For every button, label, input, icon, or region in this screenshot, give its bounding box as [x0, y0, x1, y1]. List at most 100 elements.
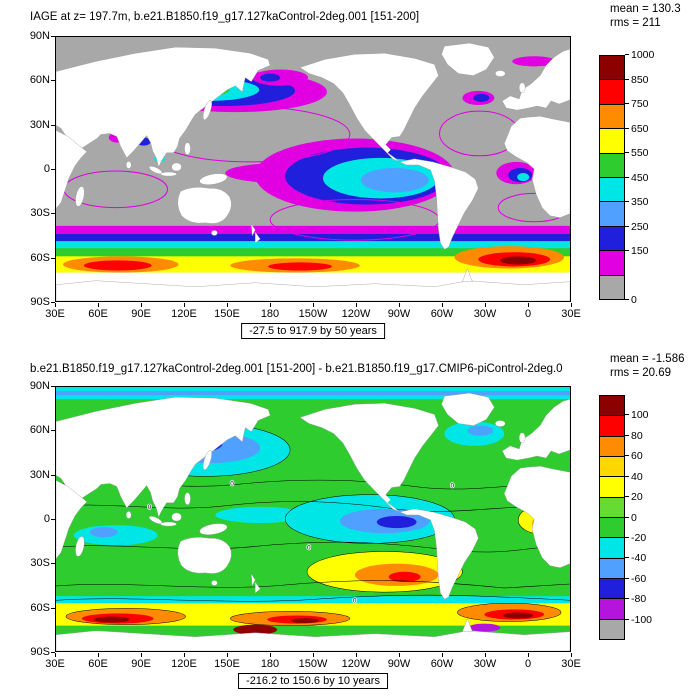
x-tick-label: 60W: [422, 303, 462, 320]
x-tick-label: 180: [250, 653, 290, 670]
colorbar-segment: [600, 396, 624, 417]
contour-range-label: -27.5 to 917.9 by 50 years: [241, 323, 385, 339]
x-tick-label: 150W: [293, 653, 333, 670]
y-tick-label: 60S: [14, 601, 55, 615]
y-tick-label: 60N: [14, 423, 55, 437]
colorbar-segment: [600, 275, 624, 300]
colorbar-segment: [600, 538, 624, 559]
colorbar-segment: [600, 153, 624, 179]
colorbar-segment: [600, 558, 624, 579]
colorbar-segment: [600, 129, 624, 154]
colorbar-tick-label: -80: [624, 593, 647, 606]
map-plot-area: 0 0 0 0 0: [55, 386, 571, 652]
x-tick-label: 60E: [78, 653, 118, 670]
colorbar-segment: [600, 599, 624, 620]
iage-ocean-fill: [56, 37, 570, 301]
y-tick-label: 30N: [14, 118, 55, 132]
svg-text:0: 0: [353, 597, 357, 604]
colorbar-tick-label: 150: [625, 245, 649, 257]
y-tick-label: 30N: [14, 468, 55, 482]
colorbar: [599, 55, 625, 300]
x-tick-label: 0: [508, 653, 548, 670]
x-tick-label: 120W: [336, 653, 376, 670]
x-tick-label: 30E: [35, 653, 75, 670]
colorbar-tick-label: 20: [625, 491, 643, 504]
colorbar-segment: [600, 80, 624, 105]
colorbar-tick-label: 100: [625, 409, 649, 422]
colorbar-tick-label: 0: [625, 511, 637, 524]
y-tick-label: 90S: [14, 645, 55, 659]
colorbar: [599, 395, 625, 640]
x-tick-label: 90E: [121, 653, 161, 670]
y-tick-label: 0: [14, 512, 55, 526]
svg-text:0: 0: [307, 544, 311, 551]
y-tick-label: 60N: [14, 73, 55, 87]
colorbar-tick-label: 750: [625, 98, 649, 110]
x-tick-label: 30W: [465, 303, 505, 320]
y-tick-label: 30S: [14, 556, 55, 570]
colorbar-tick-label: -20: [624, 531, 647, 544]
colorbar-tick-label: 60: [625, 450, 643, 463]
world-map-difference-plot: 0 0 0 0 0: [56, 387, 570, 651]
colorbar-segment: [600, 178, 624, 203]
colorbar-segment: [600, 416, 624, 437]
colorbar-segment: [600, 251, 624, 276]
panel-title: IAGE at z= 197.7m, b.e21.B1850.f19_g17.1…: [30, 11, 420, 23]
colorbar-segment: [600, 104, 624, 130]
panel-title: b.e21.B1850.f19_g17.127kaControl-2deg.00…: [30, 363, 563, 375]
panel-iage-difference: b.e21.B1850.f19_g17.127kaControl-2deg.00…: [0, 350, 700, 700]
colorbar-segment: [600, 578, 624, 600]
y-axis-ticks: 90N 60N 30N 0 30S 60S 90S: [14, 30, 55, 308]
y-axis-ticks: 90N 60N 30N 0 30S 60S 90S: [14, 380, 55, 658]
svg-text:0: 0: [450, 482, 454, 489]
colorbar-tick-label: 850: [625, 73, 649, 86]
rms-value: rms = 20.69: [610, 367, 672, 379]
y-tick-label: 0: [14, 162, 55, 176]
colorbar-segment: [600, 202, 624, 227]
panel-iage-field: IAGE at z= 197.7m, b.e21.B1850.f19_g17.1…: [14, 2, 681, 339]
mean-value: mean = -1.586: [610, 353, 685, 365]
x-tick-label: 120W: [336, 303, 376, 320]
x-tick-label: 90E: [121, 303, 161, 320]
x-tick-label: 90W: [379, 303, 419, 320]
colorbar-labels: 100 80 60 40 20 0 -20 -40 -60 -80 -100: [624, 395, 675, 640]
zero-contour-value-labels: 0 0 0 0 0: [147, 480, 455, 605]
mean-value: mean = 130.3: [610, 3, 681, 15]
svg-text:0: 0: [148, 504, 152, 511]
x-tick-label: 30E: [551, 653, 591, 670]
colorbar-tick-label: 550: [625, 147, 649, 159]
x-tick-label: 150E: [207, 653, 247, 670]
x-axis-ticks: 30E 60E 90E 120E 150E 180 150W 120W 90W 60W 30W 0 30…: [45, 653, 581, 671]
colorbar-segment: [600, 619, 624, 639]
colorbar-tick-label: -40: [624, 552, 647, 565]
x-tick-label: 60E: [78, 303, 118, 320]
colorbar-labels: 1000 850 750 650 550 450 350 250 150 0: [624, 49, 675, 306]
colorbar-segment: [600, 226, 624, 252]
colorbar-tick-label: -100: [624, 613, 653, 626]
stats-block: mean = 130.3 rms = 211: [610, 2, 681, 30]
colorbar-tick-label: 350: [625, 196, 649, 208]
x-tick-label: 120E: [164, 653, 204, 670]
rms-value: rms = 211: [610, 17, 661, 29]
contour-range-label: -216.2 to 150.6 by 10 years: [238, 673, 388, 689]
colorbar-tick-label: 80: [625, 429, 643, 442]
x-tick-label: 120E: [164, 303, 204, 320]
colorbar-tick-label: -60: [624, 572, 647, 585]
x-axis-ticks: 30E 60E 90E 120E 150E 180 150W 120W 90W 60W 30W 0 30…: [45, 303, 581, 321]
stats-block: mean = -1.586 rms = 20.69: [610, 352, 684, 380]
colorbar-segment: [600, 517, 624, 539]
x-tick-label: 150E: [207, 303, 247, 320]
y-tick-label: 30S: [14, 206, 55, 220]
colorbar-tick-label: 250: [625, 220, 649, 233]
colorbar-tick-label: 40: [625, 470, 643, 483]
y-tick-label: 90N: [14, 29, 55, 43]
x-tick-label: 60W: [422, 653, 462, 670]
y-tick-label: 90N: [14, 379, 55, 393]
map-plot-area: [55, 36, 571, 302]
x-tick-label: 30E: [551, 303, 591, 320]
colorbar-tick-label: 650: [625, 122, 649, 135]
colorbar-segment: [600, 456, 624, 478]
world-map-contour-plot: [56, 37, 570, 301]
x-tick-label: 90W: [379, 653, 419, 670]
